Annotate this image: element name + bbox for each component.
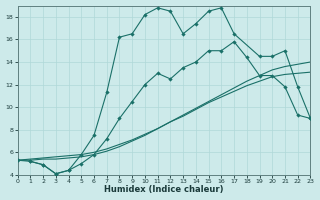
X-axis label: Humidex (Indice chaleur): Humidex (Indice chaleur)	[104, 185, 224, 194]
